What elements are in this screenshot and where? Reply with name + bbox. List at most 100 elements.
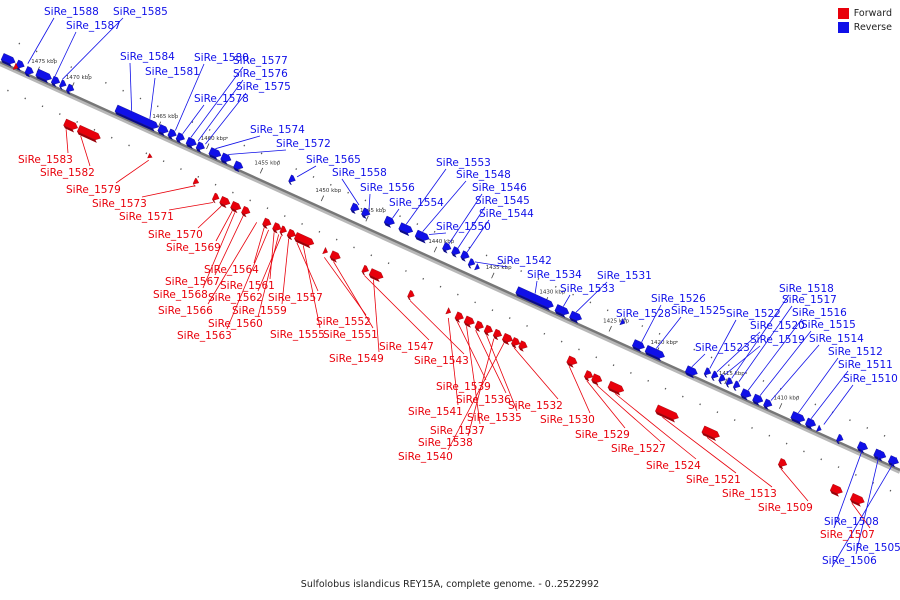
gene-label-sire_1540[interactable]: SiRe_1540 (398, 451, 453, 463)
reverse-gene-feature[interactable] (752, 393, 764, 404)
gene-label-sire_1573[interactable]: SiRe_1573 (92, 198, 147, 210)
reverse-gene-feature[interactable] (185, 136, 197, 147)
reverse-gene-feature[interactable] (836, 433, 844, 442)
gene-label-sire_1571[interactable]: SiRe_1571 (119, 211, 174, 223)
reverse-gene-feature[interactable] (718, 373, 726, 382)
gene-label-sire_1533[interactable]: SiRe_1533 (560, 283, 615, 295)
gene-label-sire_1542[interactable]: SiRe_1542 (497, 255, 552, 267)
gene-label-sire_1532[interactable]: SiRe_1532 (508, 400, 563, 412)
forward-gene-feature[interactable] (272, 222, 282, 231)
reverse-gene-feature[interactable] (167, 128, 177, 138)
reverse-gene-feature[interactable] (350, 202, 360, 212)
gene-label-sire_1541[interactable]: SiRe_1541 (408, 406, 463, 418)
gene-label-sire_1561[interactable]: SiRe_1561 (220, 280, 275, 292)
gene-label-sire_1568[interactable]: SiRe_1568 (153, 289, 208, 301)
forward-gene-feature[interactable] (262, 217, 272, 227)
gene-label-sire_1535[interactable]: SiRe_1535 (467, 412, 522, 424)
reverse-gene-feature[interactable] (467, 258, 476, 266)
forward-gene-feature[interactable] (219, 196, 231, 206)
gene-label-sire_1584[interactable]: SiRe_1584 (120, 51, 175, 63)
reverse-gene-feature[interactable] (619, 317, 626, 326)
reverse-gene-feature[interactable] (233, 160, 244, 170)
reverse-gene-feature[interactable] (703, 367, 712, 376)
gene-label-sire_1583[interactable]: SiRe_1583 (18, 154, 73, 166)
reverse-gene-feature[interactable] (59, 79, 67, 88)
forward-gene-feature[interactable] (463, 315, 475, 325)
forward-gene-feature[interactable] (583, 370, 594, 379)
gene-label-sire_1525[interactable]: SiRe_1525 (671, 305, 726, 317)
gene-label-sire_1554[interactable]: SiRe_1554 (389, 197, 444, 209)
gene-label-sire_1580[interactable]: SiRe_1580 (194, 52, 249, 64)
forward-gene-feature[interactable] (329, 250, 341, 260)
reverse-gene-feature[interactable] (732, 380, 741, 389)
gene-label-sire_1523[interactable]: SiRe_1523 (695, 342, 750, 354)
gene-label-sire_1507[interactable]: SiRe_1507 (820, 529, 875, 541)
forward-gene-feature[interactable] (829, 483, 843, 495)
forward-gene-feature[interactable] (445, 307, 452, 315)
reverse-gene-feature[interactable] (451, 246, 461, 255)
gene-label-sire_1549[interactable]: SiRe_1549 (329, 353, 384, 365)
gene-label-sire_1517[interactable]: SiRe_1517 (782, 294, 837, 306)
gene-label-sire_1537[interactable]: SiRe_1537 (430, 425, 485, 437)
forward-gene-feature[interactable] (566, 355, 578, 365)
gene-label-sire_1518[interactable]: SiRe_1518 (779, 283, 834, 295)
gene-label-sire_1565[interactable]: SiRe_1565 (306, 154, 361, 166)
gene-label-sire_1544[interactable]: SiRe_1544 (479, 208, 534, 220)
reverse-gene-feature[interactable] (515, 286, 554, 309)
gene-label-sire_1539[interactable]: SiRe_1539 (436, 381, 491, 393)
gene-label-sire_1562[interactable]: SiRe_1562 (208, 292, 263, 304)
forward-gene-feature[interactable] (701, 425, 720, 439)
gene-label-sire_1516[interactable]: SiRe_1516 (792, 307, 847, 319)
forward-gene-feature[interactable] (76, 124, 101, 141)
forward-gene-feature[interactable] (211, 192, 220, 201)
gene-label-sire_1577[interactable]: SiRe_1577 (233, 55, 288, 67)
gene-label-sire_1557[interactable]: SiRe_1557 (268, 292, 323, 304)
gene-label-sire_1543[interactable]: SiRe_1543 (414, 355, 469, 367)
forward-gene-feature[interactable] (518, 340, 528, 349)
gene-label-sire_1564[interactable]: SiRe_1564 (204, 264, 259, 276)
gene-label-sire_1576[interactable]: SiRe_1576 (233, 68, 288, 80)
reverse-gene-feature[interactable] (114, 104, 159, 129)
forward-gene-feature[interactable] (230, 200, 242, 211)
gene-label-sire_1536[interactable]: SiRe_1536 (456, 394, 511, 406)
forward-gene-feature[interactable] (483, 324, 493, 334)
gene-label-sire_1556[interactable]: SiRe_1556 (360, 182, 415, 194)
forward-gene-feature[interactable] (294, 232, 315, 246)
reverse-gene-feature[interactable] (50, 75, 61, 85)
forward-gene-feature[interactable] (147, 153, 153, 159)
gene-label-sire_1521[interactable]: SiRe_1521 (686, 474, 741, 486)
gene-label-sire_1528[interactable]: SiRe_1528 (616, 308, 671, 320)
gene-label-sire_1579[interactable]: SiRe_1579 (66, 184, 121, 196)
forward-gene-feature[interactable] (492, 328, 503, 338)
reverse-gene-feature[interactable] (24, 66, 34, 75)
gene-label-sire_1538[interactable]: SiRe_1538 (418, 437, 473, 449)
reverse-gene-feature[interactable] (684, 365, 698, 376)
gene-label-sire_1553[interactable]: SiRe_1553 (436, 157, 491, 169)
forward-gene-feature[interactable] (322, 246, 328, 255)
reverse-gene-feature[interactable] (711, 370, 719, 379)
gene-label-sire_1566[interactable]: SiRe_1566 (158, 305, 213, 317)
gene-label-sire_1527[interactable]: SiRe_1527 (611, 443, 666, 455)
forward-gene-feature[interactable] (241, 205, 251, 215)
gene-label-sire_1546[interactable]: SiRe_1546 (472, 182, 527, 194)
gene-label-sire_1511[interactable]: SiRe_1511 (838, 359, 893, 371)
gene-label-sire_1563[interactable]: SiRe_1563 (177, 330, 232, 342)
gene-label-sire_1550[interactable]: SiRe_1550 (436, 221, 491, 233)
forward-gene-feature[interactable] (286, 228, 296, 238)
reverse-gene-feature[interactable] (763, 398, 773, 408)
forward-gene-feature[interactable] (474, 320, 484, 330)
forward-gene-feature[interactable] (63, 118, 78, 130)
forward-gene-feature[interactable] (607, 380, 625, 393)
reverse-gene-feature[interactable] (35, 68, 52, 81)
legend-reverse[interactable]: Reverse (837, 22, 892, 33)
gene-label-sire_1529[interactable]: SiRe_1529 (575, 429, 630, 441)
forward-gene-feature[interactable] (192, 177, 200, 185)
gene-label-sire_1534[interactable]: SiRe_1534 (527, 269, 582, 281)
gene-label-sire_1558[interactable]: SiRe_1558 (332, 167, 387, 179)
gene-label-sire_1505[interactable]: SiRe_1505 (846, 542, 900, 554)
forward-gene-feature[interactable] (777, 458, 788, 467)
reverse-gene-feature[interactable] (175, 132, 185, 141)
reverse-gene-feature[interactable] (157, 124, 169, 134)
gene-label-sire_1551[interactable]: SiRe_1551 (323, 329, 378, 341)
gene-label-sire_1531[interactable]: SiRe_1531 (597, 270, 652, 282)
